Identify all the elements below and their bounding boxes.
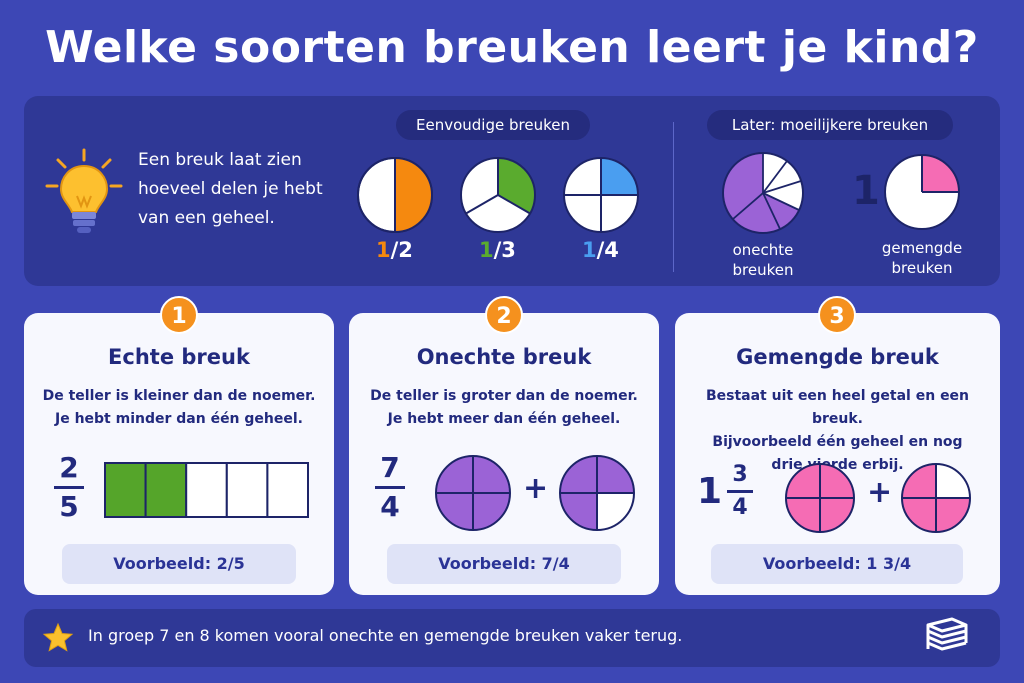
improper-label-line1: onechte	[732, 241, 794, 259]
book-stack-icon	[926, 617, 968, 651]
card-description: De teller is kleiner dan de noemer. Je he…	[34, 385, 324, 431]
improper-circle	[722, 152, 804, 234]
mixed-label-line1: gemengde	[881, 239, 963, 257]
label-den: /4	[596, 238, 619, 262]
card-desc-line2: Je hebt meer dan één geheel.	[387, 411, 621, 427]
step-badge-2: 2	[485, 296, 523, 334]
label-num: 1	[479, 238, 494, 262]
half-slice	[395, 158, 432, 232]
half-circle	[357, 157, 433, 233]
numerator: 2	[59, 451, 79, 484]
card-title: Echte breuk	[108, 345, 250, 369]
fraction-7-4: 7 4	[375, 453, 405, 522]
example-box: Voorbeeld: 1 3/4	[711, 544, 963, 584]
card-desc-line1: Bestaat uit een heel getal en een breuk.	[705, 388, 970, 427]
step-badge-3: 3	[818, 296, 856, 334]
footer-panel	[24, 609, 1000, 667]
improper-label: onechte breuken	[703, 240, 823, 280]
label-den: /2	[390, 238, 413, 262]
advanced-fractions-label: Later: moeilijkere breuken	[707, 110, 953, 140]
card-desc-line2: Bijvoorbeeld één geheel en nog	[712, 434, 963, 450]
example-box: Voorbeeld: 2/5	[62, 544, 296, 584]
numerator: 3	[732, 462, 748, 487]
label-den: /3	[493, 238, 516, 262]
label-num: 1	[376, 238, 391, 262]
third-circle	[460, 157, 536, 233]
intro-text: Een breuk laat zien hoeveel delen je heb…	[138, 150, 323, 228]
card-title: Onechte breuk	[416, 345, 592, 369]
fraction-bar	[375, 486, 405, 489]
card-desc-line2: Je hebt minder dan één geheel.	[54, 411, 303, 427]
fraction-2-5: 2 5	[54, 453, 84, 522]
lightbulb-icon	[45, 148, 123, 233]
plus-sign: +	[867, 475, 893, 510]
card-title: Gemengde breuk	[736, 345, 939, 369]
card-mixed-fraction: Gemengde breuk Bestaat uit een heel geta…	[675, 313, 1000, 595]
step-badge-1: 1	[160, 296, 198, 334]
card-desc-line1: De teller is groter dan de noemer.	[370, 388, 638, 404]
mixed-whole-top: 1	[852, 168, 880, 214]
three-quarter-circle	[901, 463, 971, 533]
label-num: 1	[582, 238, 597, 262]
full-circle	[435, 455, 511, 531]
three-quarter-circle	[559, 455, 635, 531]
mixed-label-line2: breuken	[891, 259, 953, 277]
denominator: 4	[380, 490, 400, 523]
label-one-half: 1/2	[376, 238, 413, 262]
mixed-label: gemengde breuken	[862, 238, 982, 278]
bar-segment-filled	[144, 462, 188, 518]
divider	[673, 122, 674, 272]
page-title: Welke soorten breuken leert je kind?	[45, 22, 979, 73]
denominator: 5	[59, 490, 79, 523]
mixed-circle-top	[884, 154, 960, 230]
plus-sign: +	[523, 471, 549, 506]
card-description: De teller is groter dan de noemer. Je heb…	[359, 385, 649, 431]
bar-segment-empty	[225, 462, 269, 518]
bar-segment-filled	[104, 462, 147, 518]
label-one-third: 1/3	[479, 238, 516, 262]
fraction-bar	[54, 486, 84, 489]
label-one-quarter: 1/4	[582, 238, 619, 262]
quarter-slice	[601, 158, 638, 195]
example-box: Voorbeeld: 7/4	[387, 544, 621, 584]
simple-fractions-label: Eenvoudige breuken	[396, 110, 590, 140]
numerator: 7	[380, 451, 400, 484]
card-desc-line1: De teller is kleiner dan de noemer.	[42, 388, 316, 404]
full-circle	[785, 463, 855, 533]
bar-model	[104, 462, 309, 518]
footer-text: In groep 7 en 8 komen vooral onechte en …	[88, 626, 683, 645]
fraction-bar	[727, 490, 753, 493]
bar-segment-empty	[266, 462, 309, 518]
improper-label-line2: breuken	[732, 261, 794, 279]
fraction-3-4: 3 4	[727, 463, 753, 520]
star-icon	[42, 622, 74, 652]
bar-segment-empty	[185, 462, 228, 518]
mixed-whole: 1	[697, 471, 723, 512]
card-proper-fraction: Echte breuk De teller is kleiner dan de …	[24, 313, 334, 595]
card-improper-fraction: Onechte breuk De teller is groter dan de…	[349, 313, 659, 595]
quarter-circle	[563, 157, 639, 233]
denominator: 4	[732, 495, 748, 520]
